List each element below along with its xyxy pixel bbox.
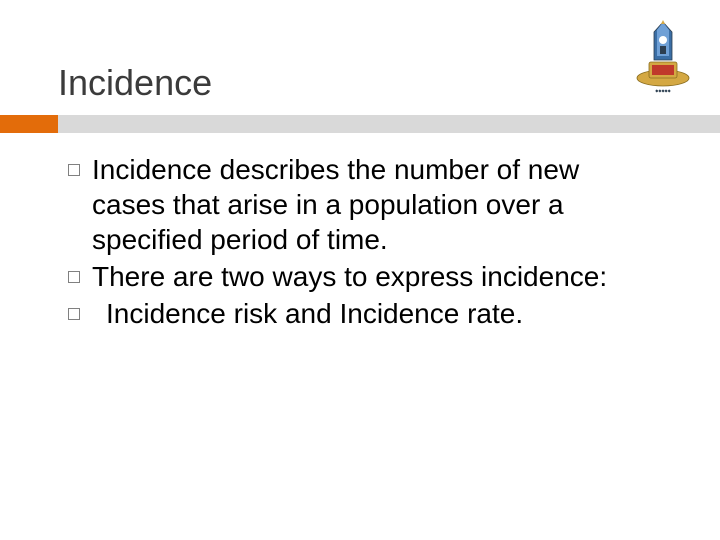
bullet-marker-icon <box>68 271 80 283</box>
slide-title: Incidence <box>58 62 212 104</box>
bullet-text: Incidence describes the number of new ca… <box>92 152 660 257</box>
slide-container: Incidence ◆◆◆◆◆ Incidence describes the … <box>0 0 720 540</box>
logo-crest: ◆◆◆◆◆ <box>634 18 692 96</box>
bullet-item-0: Incidence describes the number of new ca… <box>68 152 660 257</box>
svg-text:◆◆◆◆◆: ◆◆◆◆◆ <box>655 88 671 93</box>
bullet-text: There are two ways to express incidence: <box>92 259 660 294</box>
bullet-text: Incidence risk and Incidence rate. <box>106 296 660 331</box>
crest-icon: ◆◆◆◆◆ <box>634 18 692 96</box>
bullet-marker-icon <box>68 164 80 176</box>
accent-gray <box>58 115 720 133</box>
bullet-marker-icon <box>68 308 80 320</box>
accent-orange <box>0 115 58 133</box>
content-area: Incidence describes the number of new ca… <box>68 152 660 333</box>
bullet-item-1: There are two ways to express incidence: <box>68 259 660 294</box>
accent-bar <box>0 115 720 133</box>
bullet-item-2: Incidence risk and Incidence rate. <box>68 296 660 331</box>
